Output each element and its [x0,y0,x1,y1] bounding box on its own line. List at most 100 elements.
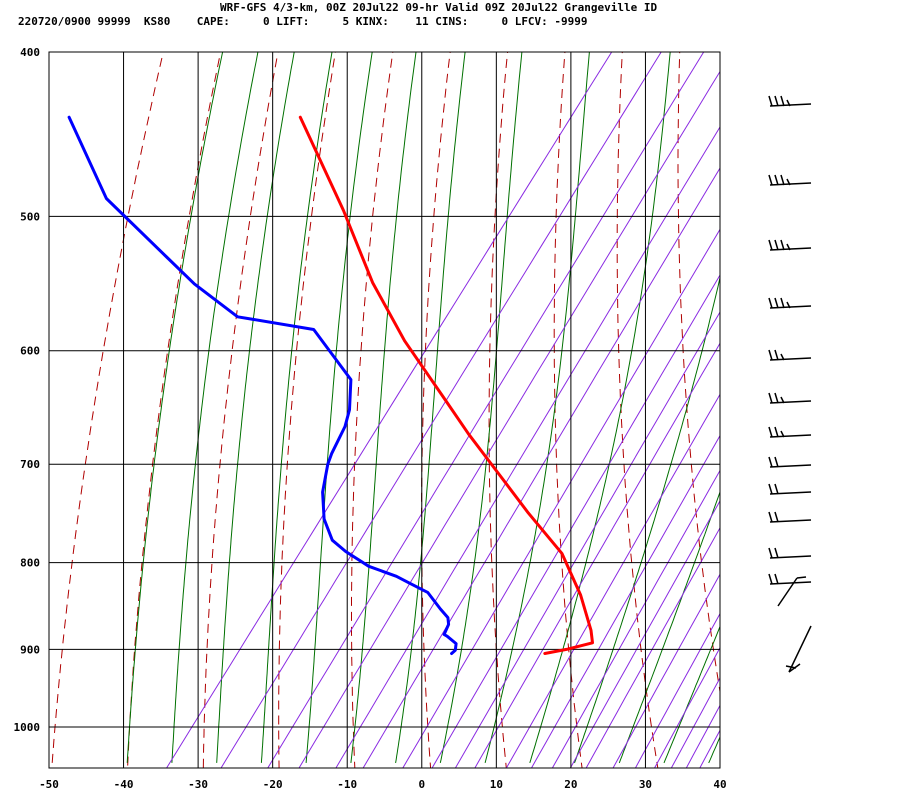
barb-flag [774,573,779,585]
barb-staff [769,581,812,585]
barb-flag [774,483,779,495]
profiles [67,115,594,655]
barb-staff [769,103,812,107]
mixing-ratio-line [585,526,720,768]
barb-staff [769,491,812,495]
axis-labels: 400 500 600 700 800 900 1000 -50 -40 -30 -20 -10 0 10… [14,46,727,791]
wind-barb [768,95,812,107]
temperature-tick-label: -40 [114,778,134,791]
mixing-ratio-line [362,167,720,768]
moist-adiabat [395,52,466,763]
dry-adiabat [553,52,583,768]
pressure-tick-label: 600 [20,345,40,358]
barb-flag [786,301,791,309]
barb-flag [768,95,773,107]
mixing-ratio-line [402,228,720,768]
wind-barbs [768,95,812,673]
pressure-tick-label: 800 [20,557,40,570]
pressure-tick-label: 700 [20,458,40,471]
mixing-ratio-line [335,126,720,768]
mixing-ratio-line [431,274,720,768]
moist-adiabat [350,52,417,763]
moist-adiabat [171,52,259,763]
barb-staff [769,357,812,361]
barb-flag [774,511,779,523]
barb-flag [780,174,785,186]
barb-flag [780,95,785,107]
barb-flag [780,353,785,361]
dry-adiabat [51,52,164,768]
barb-flag [786,99,791,107]
barb-flag [786,243,791,251]
mixing-ratio-line [670,677,720,768]
barb-flag [768,456,773,468]
dry-adiabat [677,52,720,695]
barb-flag [768,349,773,361]
moist-adiabat [663,625,720,764]
barb-flag [780,430,785,438]
barb-flag [774,547,779,559]
barb-flag [768,174,773,186]
mixing-ratio-line [474,342,720,768]
moist-adiabat [305,52,373,763]
pressure-tick-label: 400 [20,46,40,59]
barb-staff [788,625,812,673]
wind-barb [768,456,812,468]
barb-staff [769,305,812,309]
moist-adiabat [574,275,720,764]
wind-barb [777,576,807,607]
temperature-tick-label: -20 [263,778,283,791]
barb-staff [769,464,812,468]
wind-barb [768,392,812,404]
barb-flag [780,396,785,404]
barb-flag [774,349,779,361]
barb-staff [769,247,812,251]
header: WRF-GFS 4/3-km, 00Z 20Jul22 09-hr Valid … [0,0,900,34]
barb-flag [768,426,773,438]
mixing-ratio-line [653,646,720,768]
wind-barb [768,573,812,585]
pressure-tick-label: 1000 [14,721,41,734]
moist-adiabat [618,490,720,764]
mixing-ratio-line [220,52,662,768]
barb-flag [774,392,779,404]
barb-flag [768,483,773,495]
moist-adiabat [439,52,523,764]
temperature-tick-label: 0 [418,778,425,791]
moist-adiabat [126,52,224,763]
dewpoint-profile [67,115,458,655]
barb-flag [785,665,797,669]
barb-flag [768,239,773,251]
wind-barb [768,511,812,523]
barb-staff [769,182,812,186]
mixing-ratio-line [267,52,705,768]
plot-frame [48,51,721,769]
mixing-ratio-line [505,393,720,768]
barb-flag [774,297,779,309]
mixing-ratio-line [699,729,720,768]
mixing-ratio-line [612,573,720,768]
barb-flag [768,511,773,523]
background-lines [51,14,900,770]
moist-adiabat [216,52,295,763]
moist-adiabat [708,735,720,764]
indices-line: 220720/0900 99999 KS80 CAPE: 0 LIFT: 5 K… [18,15,588,28]
dry-adiabat [851,14,900,770]
wind-barb [768,483,812,495]
barb-flag [796,576,807,579]
moist-adiabat [529,52,671,764]
temperature-tick-label: 10 [490,778,503,791]
temperature-tick-label: 20 [564,778,577,791]
dry-adiabat [616,52,659,768]
mixing-ratio-line [454,311,720,768]
temperature-tick-label: -10 [337,778,357,791]
mixing-ratio-line [551,469,720,768]
wind-barb [768,426,812,438]
barb-flag [768,547,773,559]
wind-barb [785,625,812,673]
mixing-ratio-line [685,704,720,768]
barb-flag [780,239,785,251]
barb-flag [774,239,779,251]
temperature-profile [298,115,594,655]
